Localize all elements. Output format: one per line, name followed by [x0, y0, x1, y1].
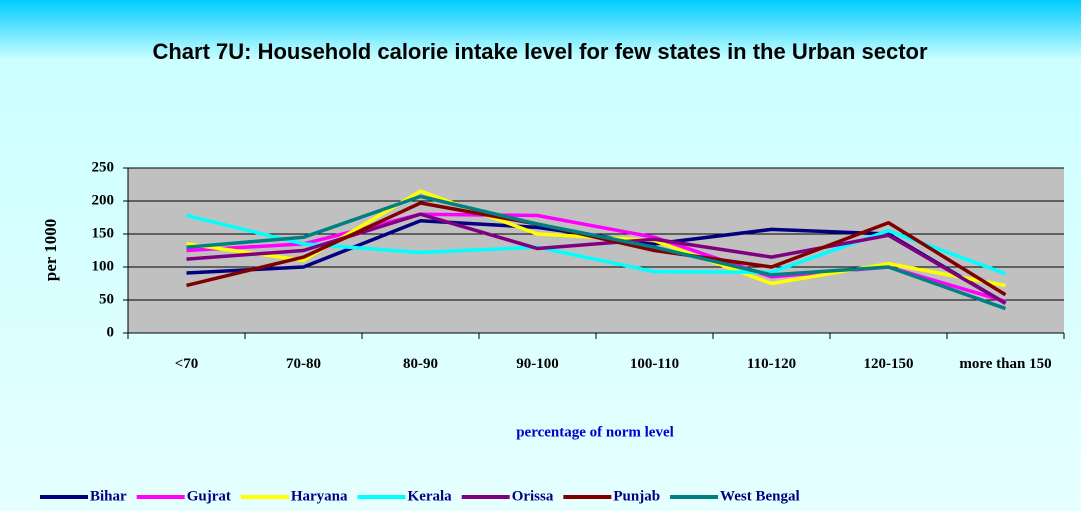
- legend-label: Bihar: [90, 488, 127, 504]
- legend-label: Gujrat: [187, 488, 231, 504]
- chart-title: Chart 7U: Household calorie intake level…: [152, 39, 928, 64]
- x-tick-label: <70: [174, 356, 199, 372]
- y-tick-label: 250: [92, 159, 115, 175]
- legend-label: Kerala: [408, 488, 453, 504]
- y-tick-label: 50: [99, 291, 114, 307]
- y-tick-label: 100: [92, 258, 115, 274]
- x-tick-label: 70-80: [286, 356, 321, 372]
- y-tick-label: 0: [107, 324, 115, 340]
- x-tick-label: 120-150: [863, 356, 914, 372]
- x-tick-label: 110-120: [746, 356, 797, 372]
- legend-label: Orissa: [512, 488, 554, 504]
- legend-label: Punjab: [613, 488, 660, 504]
- legend-label: West Bengal: [720, 488, 800, 504]
- legend-label: Haryana: [291, 488, 348, 504]
- series-line: [186, 194, 1007, 311]
- x-tick-label: more than 150: [959, 356, 1052, 372]
- y-tick-label: 200: [92, 192, 115, 208]
- y-tick-label: 150: [92, 225, 115, 241]
- x-tick-label: 90-100: [516, 356, 559, 372]
- x-tick-label: 100-110: [629, 356, 680, 372]
- x-tick-label: 80-90: [403, 356, 438, 372]
- series-line: [186, 212, 1007, 305]
- plot-area: [128, 168, 1064, 333]
- y-axis-label: per 1000: [41, 219, 60, 282]
- x-axis-label: percentage of norm level: [516, 424, 674, 440]
